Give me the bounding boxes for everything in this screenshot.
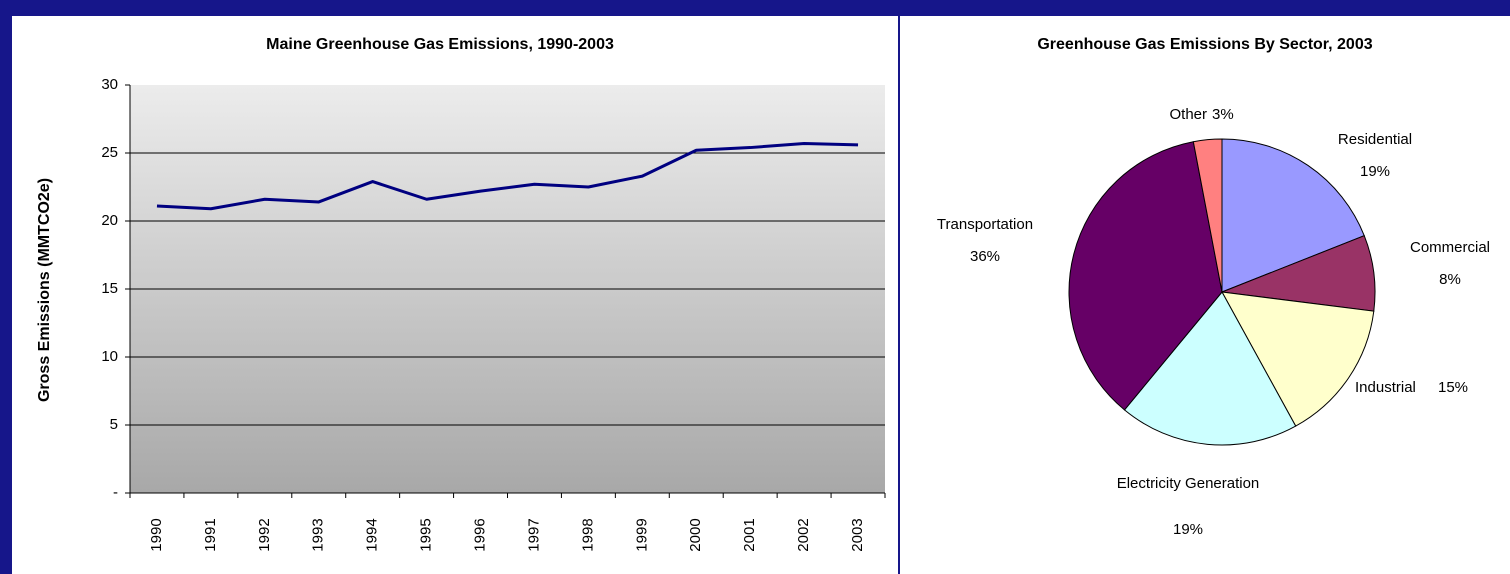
pie-slice xyxy=(1068,141,1223,411)
slice-label: Residential xyxy=(1338,131,1412,148)
x-tick-label: 1997 xyxy=(525,518,542,551)
x-tick-label: 1995 xyxy=(418,518,435,551)
chart-title: Greenhouse Gas Emissions By Sector, 2003 xyxy=(1037,36,1372,53)
x-tick-label: 1999 xyxy=(633,518,650,551)
x-tick-label: 1998 xyxy=(579,518,596,551)
slice-value-label: 36% xyxy=(970,248,1000,265)
slice-value-label: 3% xyxy=(1212,106,1234,123)
y-tick-label: 20 xyxy=(101,212,118,229)
x-tick-label: 1993 xyxy=(310,518,327,551)
line-series xyxy=(156,141,859,211)
x-tick-label: 1994 xyxy=(364,518,381,551)
slice-value-label: 19% xyxy=(1360,163,1390,180)
x-tick-label: 2003 xyxy=(849,518,866,551)
x-tick-label: 2000 xyxy=(687,518,704,551)
x-tick-label: 2001 xyxy=(741,518,758,551)
slice-value-label: 19% xyxy=(1173,521,1203,538)
slice-value-label: 15% xyxy=(1438,379,1468,396)
y-tick-label: 15 xyxy=(101,280,118,297)
slice-label: Electricity Generation xyxy=(1117,475,1260,492)
x-tick-label: 1996 xyxy=(472,518,489,551)
slice-value-label: 8% xyxy=(1439,271,1461,288)
y-tick-label: 30 xyxy=(101,76,118,93)
slice-label: Transportation xyxy=(937,216,1033,233)
y-tick-label: - xyxy=(113,484,118,501)
pie-slice xyxy=(1192,138,1223,293)
y-tick-label: 25 xyxy=(101,144,118,161)
slice-label: Other xyxy=(1169,106,1207,123)
y-axis-label: Gross Emissions (MMTCO2e) xyxy=(36,178,53,402)
y-tick-label: 5 xyxy=(110,416,118,433)
chart-title: Maine Greenhouse Gas Emissions, 1990-200… xyxy=(266,36,614,53)
pie-slice xyxy=(1221,138,1365,293)
x-tick-label: 1990 xyxy=(148,518,165,551)
slice-label: Commercial xyxy=(1410,239,1490,256)
pie-slice xyxy=(1123,291,1297,446)
pie-slice xyxy=(1221,291,1375,427)
x-tick-label: 1992 xyxy=(256,518,273,551)
x-tick-label: 2002 xyxy=(795,518,812,551)
x-tick-label: 1991 xyxy=(202,518,219,551)
y-tick-label: 10 xyxy=(101,348,118,365)
slice-label: Industrial xyxy=(1355,379,1416,396)
